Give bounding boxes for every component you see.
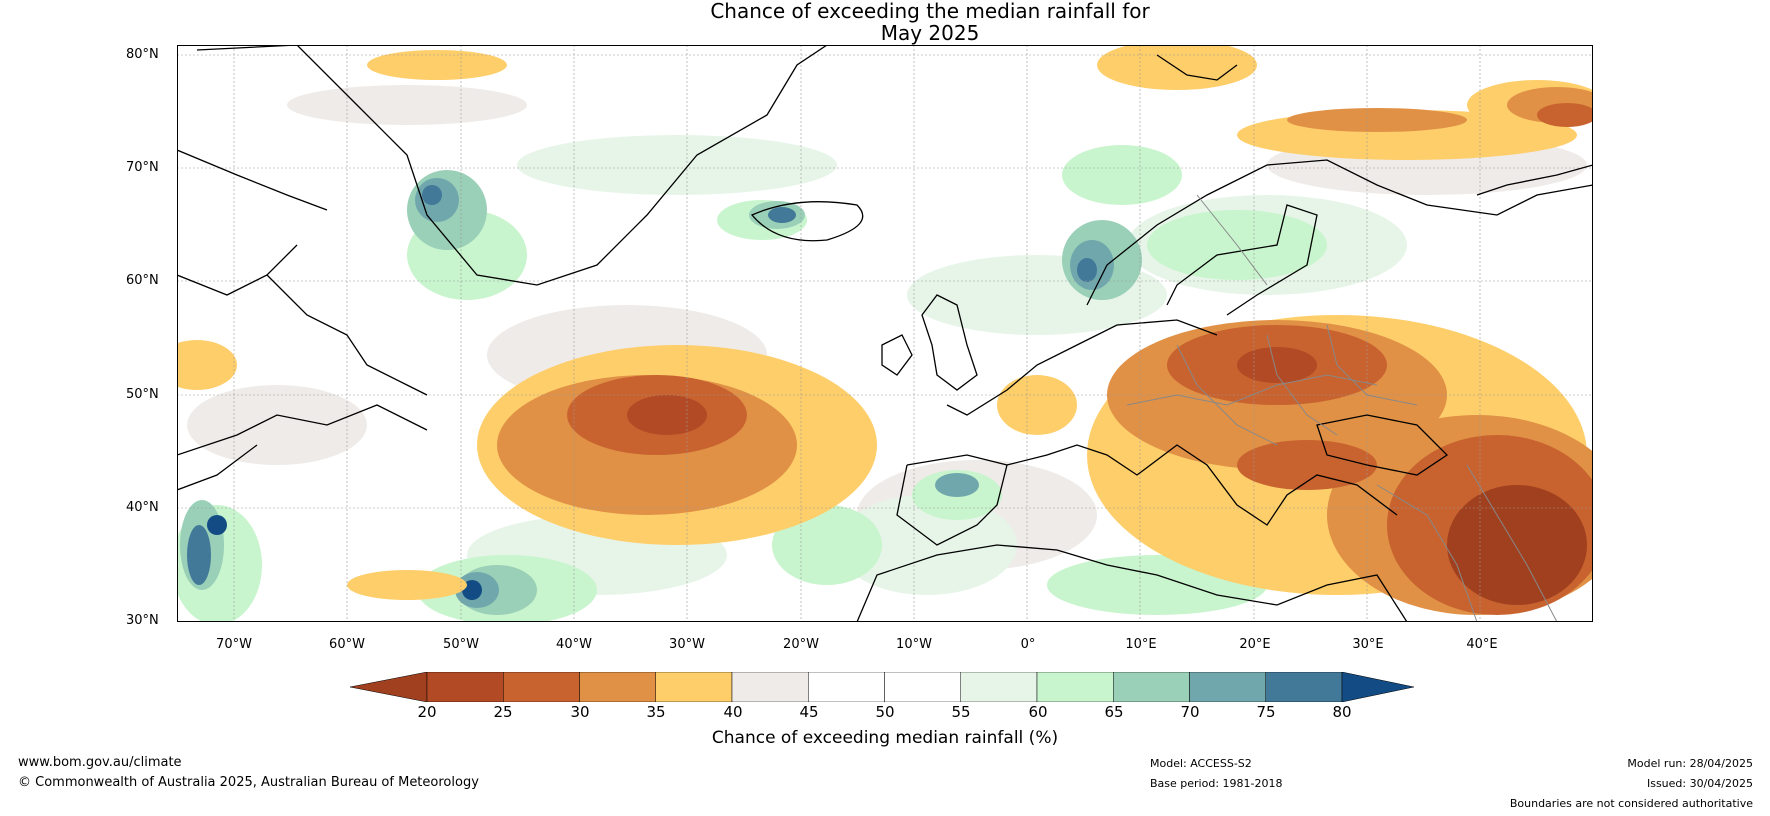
- lon-label-0: 0°: [1020, 637, 1036, 652]
- footer-copyright: © Commonwealth of Australia 2025, Austra…: [18, 775, 479, 790]
- footer-issued: Issued: 30/04/2025: [1646, 777, 1753, 790]
- lat-label-30n: 30°N: [126, 613, 159, 628]
- colorbar-cell: [884, 672, 961, 702]
- lat-label-50n: 50°N: [126, 387, 159, 402]
- footer-model-run: Model run: 28/04/2025: [1627, 757, 1753, 770]
- rainfall-map: [177, 45, 1593, 622]
- lat-label-60n: 60°N: [126, 273, 159, 288]
- footer-disclaimer: Boundaries are not considered authoritat…: [1509, 797, 1753, 810]
- lat-label-40n: 40°N: [126, 500, 159, 515]
- colorbar-cell: [731, 672, 809, 702]
- country-borders: [1126, 194, 1558, 622]
- colorbar-cell: [808, 672, 885, 702]
- lon-label-40e: 40°E: [1466, 637, 1498, 652]
- colorbar-label: Chance of exceeding median rainfall (%): [711, 728, 1059, 748]
- colorbar-tick-50: 50: [875, 703, 895, 721]
- footer-model: Model: ACCESS-S2: [1150, 757, 1252, 770]
- lon-label-40w: 40°W: [556, 637, 592, 652]
- lon-label-60w: 60°W: [329, 637, 365, 652]
- gridlines: [177, 45, 1593, 622]
- colorbar-tick-75: 75: [1256, 703, 1276, 721]
- colorbar-tick-65: 65: [1104, 703, 1124, 721]
- colorbar: [350, 672, 1415, 702]
- lon-label-30w: 30°W: [669, 637, 705, 652]
- lon-label-20w: 20°W: [783, 637, 819, 652]
- colorbar-cell: [1036, 672, 1114, 702]
- lon-label-10w: 10°W: [896, 637, 932, 652]
- colorbar-tick-35: 35: [646, 703, 666, 721]
- lon-label-10e: 10°E: [1125, 637, 1157, 652]
- colorbar-tick-30: 30: [570, 703, 590, 721]
- lon-label-20e: 20°E: [1239, 637, 1271, 652]
- coastlines: [177, 45, 1593, 622]
- title-line-1: Chance of exceeding the median rainfall …: [710, 0, 1150, 23]
- colorbar-cell: [579, 672, 656, 702]
- lat-label-70n: 70°N: [126, 160, 159, 175]
- colorbar-cell: [960, 672, 1038, 702]
- colorbar-tick-25: 25: [493, 703, 513, 721]
- colorbar-cells: [350, 672, 1415, 702]
- title-line-2: May 2025: [880, 21, 980, 45]
- map-title: Chance of exceeding the median rainfall …: [0, 0, 1770, 44]
- colorbar-cell: [655, 672, 733, 702]
- lon-label-50w: 50°W: [443, 637, 479, 652]
- footer-website: www.bom.gov.au/climate: [18, 755, 182, 770]
- colorbar-tick-80: 80: [1332, 703, 1352, 721]
- colorbar-extend-high: [1341, 672, 1415, 702]
- colorbar-cell: [503, 672, 580, 702]
- colorbar-cell: [1189, 672, 1266, 702]
- shading-layer: [177, 45, 1593, 622]
- colorbar-tick-45: 45: [799, 703, 819, 721]
- lon-label-70w: 70°W: [216, 637, 252, 652]
- lon-label-30e: 30°E: [1352, 637, 1384, 652]
- colorbar-cell: [1113, 672, 1190, 702]
- colorbar-tick-55: 55: [951, 703, 971, 721]
- colorbar-tick-70: 70: [1180, 703, 1200, 721]
- colorbar-tick-40: 40: [723, 703, 743, 721]
- footer-base-period: Base period: 1981-2018: [1150, 777, 1283, 790]
- colorbar-tick-60: 60: [1028, 703, 1048, 721]
- colorbar-cell: [1265, 672, 1343, 702]
- map-svg: [177, 45, 1593, 622]
- colorbar-tick-20: 20: [417, 703, 437, 721]
- colorbar-cell: [426, 672, 504, 702]
- colorbar-extend-low: [350, 672, 428, 702]
- lat-label-80n: 80°N: [126, 47, 159, 62]
